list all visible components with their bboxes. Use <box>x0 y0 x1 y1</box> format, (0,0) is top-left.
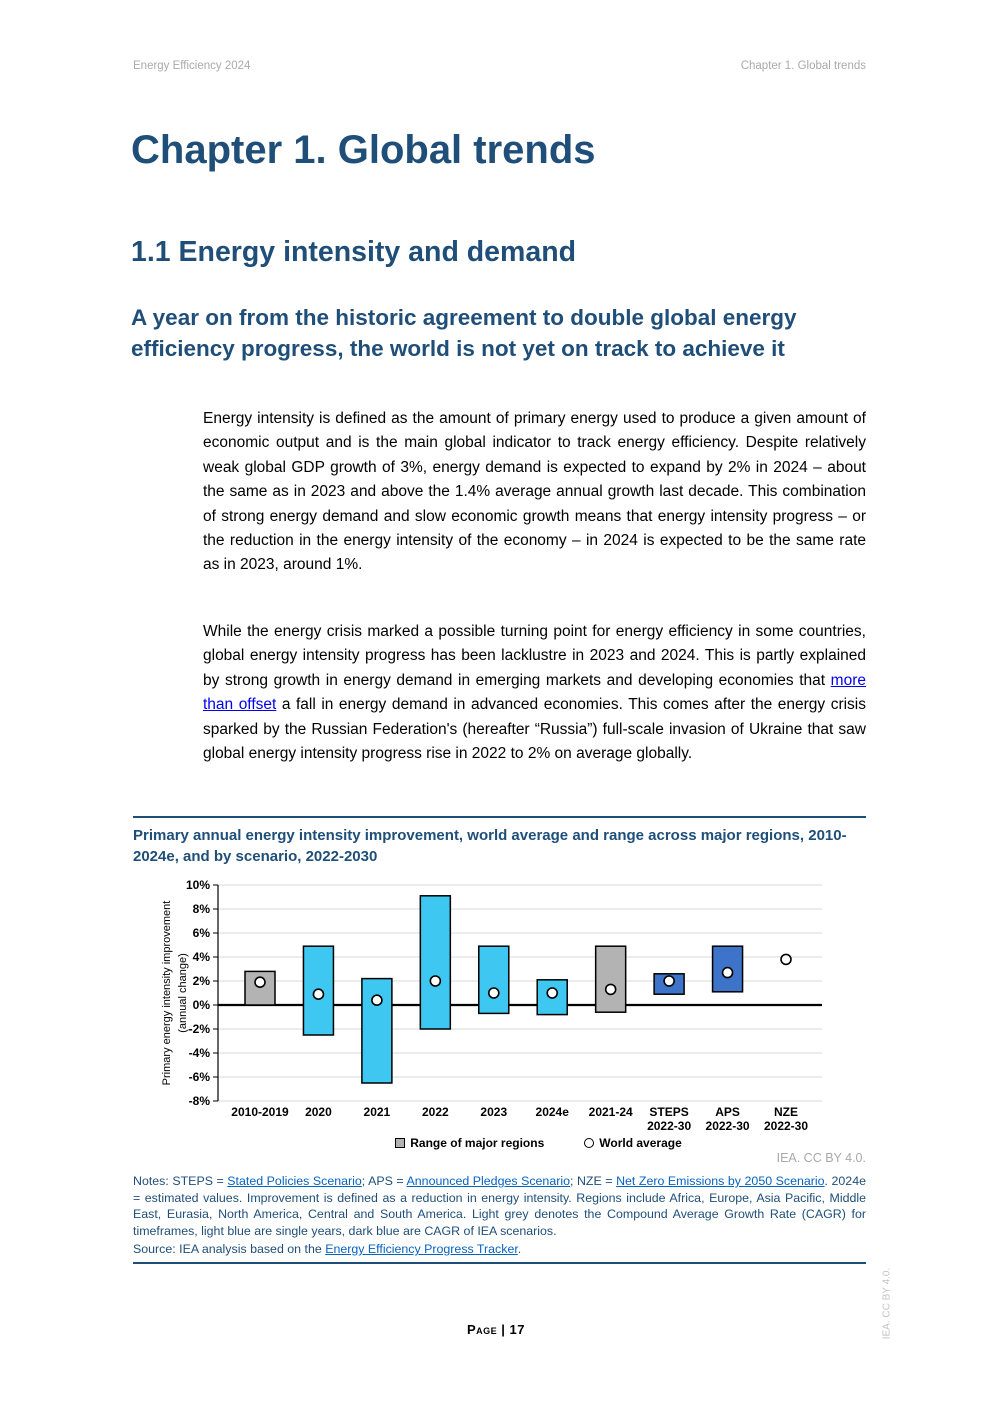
y-tick-label: 6% <box>193 926 211 940</box>
text-segment: Source: IEA analysis based on the <box>133 1242 326 1256</box>
legend-square-marker-icon <box>395 1138 406 1148</box>
text-link[interactable]: Announced Pledges Scenario <box>406 1174 570 1188</box>
text-link[interactable]: more than offset <box>203 671 866 714</box>
text-segment: . <box>517 1242 522 1256</box>
x-axis-label: 2022-30 <box>647 1119 691 1133</box>
y-axis-title: (annual change) <box>177 953 189 1033</box>
x-axis-label: 2022 <box>422 1105 449 1119</box>
world-average-marker <box>604 983 617 996</box>
text-segment: ; NZE = <box>570 1174 617 1188</box>
y-tick-label: 4% <box>193 950 211 964</box>
x-axis-label: 2010-2019 <box>231 1105 289 1119</box>
page-number: Page | 17 <box>467 1322 525 1337</box>
figure-notes: Notes: STEPS = Stated Policies Scenario;… <box>133 1173 866 1239</box>
x-axis-label: 2022-30 <box>764 1119 808 1133</box>
x-axis-label: 2023 <box>480 1105 507 1119</box>
world-average-marker <box>312 988 325 1000</box>
legend-label: Range of major regions <box>410 1136 545 1150</box>
y-tick-label: 8% <box>193 902 211 916</box>
x-axis-label: 2024e <box>536 1105 570 1119</box>
legend-item: World average <box>584 1136 682 1150</box>
paragraph-energy-intensity: Energy intensity is defined as the amoun… <box>203 407 866 578</box>
x-axis-label: APS <box>715 1105 740 1119</box>
text-segment: Notes: STEPS = <box>133 1174 228 1188</box>
header-report-title: Energy Efficiency 2024 <box>133 60 251 72</box>
y-tick-label: -4% <box>189 1046 211 1060</box>
figure-bottom-rule <box>133 1262 866 1264</box>
y-tick-label: 2% <box>193 974 211 988</box>
legend-circle-marker-icon <box>584 1138 595 1148</box>
world-average-marker <box>429 975 442 987</box>
figure-top-rule <box>133 816 866 818</box>
text-link[interactable]: Stated Policies Scenario <box>227 1174 362 1188</box>
x-axis-label: 2021-24 <box>589 1105 633 1119</box>
legend-label: World average <box>599 1136 682 1150</box>
y-tick-label: 10% <box>186 878 210 892</box>
page-header: Energy Efficiency 2024 Chapter 1. Global… <box>133 60 866 72</box>
x-axis-label: STEPS <box>649 1105 688 1119</box>
text-segment: ; APS = <box>361 1174 407 1188</box>
figure-source: Source: IEA analysis based on the Energy… <box>133 1241 866 1258</box>
range-bar <box>361 977 393 1084</box>
chart-legend: Range of major regions World average <box>172 1136 905 1150</box>
chapter-title: Chapter 1. Global trends <box>131 128 596 172</box>
text-link[interactable]: Energy Efficiency Progress Tracker <box>325 1242 518 1256</box>
section-title: 1.1 Energy intensity and demand <box>131 236 577 268</box>
world-average-marker <box>780 953 792 966</box>
legend-item: Range of major regions <box>395 1136 544 1150</box>
y-tick-label: -8% <box>189 1094 211 1108</box>
x-axis-label: NZE <box>774 1105 798 1119</box>
header-chapter-label: Chapter 1. Global trends <box>740 60 866 72</box>
text-link[interactable]: Net Zero Emissions by 2050 Scenario <box>616 1174 825 1188</box>
world-average-marker <box>721 966 734 979</box>
x-axis-label: 2021 <box>364 1105 391 1119</box>
y-axis-title: Primary energy intensity improvement <box>161 901 173 1086</box>
side-license-note: IEA. CC BY 4.0. <box>881 1267 893 1340</box>
y-tick-label: -6% <box>189 1070 211 1084</box>
range-bar <box>478 945 510 1015</box>
text-segment: Energy intensity is defined as the amoun… <box>203 410 866 574</box>
energy-intensity-chart: 10% 8% 6% 4% 2% 0% -2% -4% -6% -8% Primary energy … <box>161 878 822 1133</box>
subsection-title: A year on from the historic agreement to… <box>131 305 797 361</box>
text-segment: While the energy crisis marked a possibl… <box>203 623 866 689</box>
world-average-marker <box>371 994 383 1006</box>
paragraph-energy-crisis: While the energy crisis marked a possibl… <box>203 620 866 766</box>
world-average-marker <box>663 975 675 987</box>
world-average-marker <box>487 987 500 999</box>
figure-attribution: IEA. CC BY 4.0. <box>776 1151 866 1165</box>
range-bar <box>419 895 452 1030</box>
y-tick-label: 0% <box>193 998 211 1012</box>
y-tick-label: -2% <box>189 1022 211 1036</box>
text-segment: . 2024e = estimated values. Improvement … <box>133 1174 866 1238</box>
range-bar <box>594 945 627 1013</box>
world-average-marker <box>546 987 559 999</box>
text-segment: a fall in energy demand in advanced econ… <box>203 696 866 763</box>
figure-title: Primary annual energy intensity improvem… <box>133 827 847 865</box>
x-axis-label: 2020 <box>305 1105 332 1119</box>
x-axis-label: 2022-30 <box>706 1119 750 1133</box>
world-average-marker <box>254 976 266 988</box>
